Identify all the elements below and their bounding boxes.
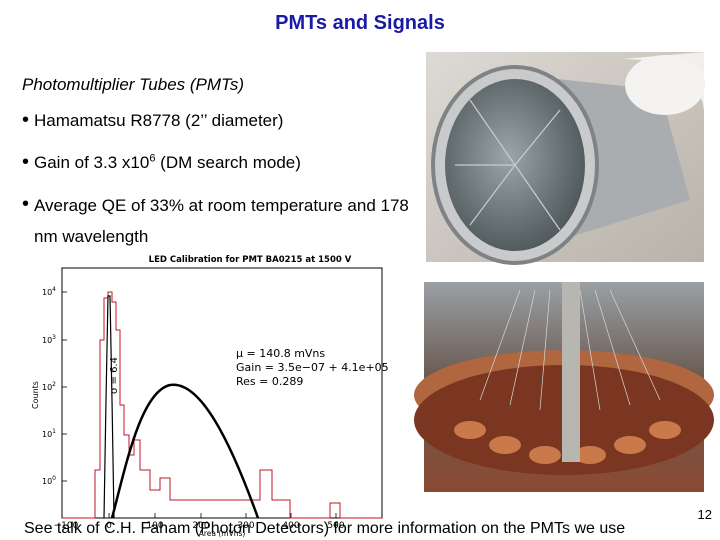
x-tick-label: 100	[146, 521, 163, 531]
pmt-array-photo	[414, 282, 714, 492]
bullet: Hamamatsu R8778 (2’’ diameter)	[22, 105, 412, 136]
annotation: Gain = 3.5e−07 + 4.1e+05	[236, 361, 389, 374]
tick-base: 10	[42, 288, 52, 297]
tick-exponent: 2	[52, 381, 56, 388]
plot-title: LED Calibration for PMT BA0215 at 1500 V	[149, 255, 352, 265]
tick-marks	[62, 291, 337, 518]
y-tick-label: 100	[42, 475, 56, 486]
tick-exponent: 0	[52, 475, 56, 482]
bullet: Average QE of 33% at room temperature an…	[22, 189, 412, 252]
tick-exponent: 4	[52, 286, 56, 293]
tick-exponent: 1	[52, 428, 56, 435]
annotation: Res = 0.289	[236, 375, 303, 388]
x-tick-label: 300	[237, 521, 254, 531]
tick-base: 10	[42, 336, 52, 345]
y-tick-label: 101	[42, 428, 56, 439]
bullet-list: Hamamatsu R8778 (2’’ diameter) Gain of 3…	[22, 105, 412, 264]
pmt-photo	[426, 52, 705, 265]
sigma-label: σ = 6.4	[109, 357, 120, 394]
x-tick-label: 400	[282, 521, 299, 531]
y-tick-label: 102	[42, 381, 56, 392]
y-axis-label: Counts	[31, 381, 40, 409]
x-axis-label: Area (mVns)	[199, 529, 246, 538]
gaussian-fit	[110, 383, 260, 519]
footer: See talk of C.H. Faham (Photon Detectors…	[24, 520, 626, 537]
x-tick-label: 500	[327, 521, 344, 531]
plot-frame	[61, 267, 383, 519]
annotation: μ = 140.8 mVns	[236, 347, 325, 360]
x-tick-label: −100	[54, 521, 79, 531]
slide-title: PMTs and Signals	[275, 12, 445, 34]
bullet-text: (DM search mode)	[155, 153, 301, 172]
bullet-text: Average QE of 33% at room temperature an…	[34, 196, 409, 246]
x-tick-label: 0	[106, 521, 112, 531]
tick-base: 10	[42, 430, 52, 439]
tick-base: 10	[42, 383, 52, 392]
subtitle: Photomultiplier Tubes (PMTs)	[22, 75, 245, 94]
bullet-text: Gain of 3.3 x10	[34, 153, 150, 172]
histogram	[62, 291, 382, 519]
y-tick-label: 104	[42, 286, 56, 297]
bullet-text: Hamamatsu R8778 (2’’ diameter)	[34, 111, 284, 130]
tick-base: 10	[42, 477, 52, 486]
calibration-plot: LED Calibration for PMT BA0215 at 1500 V…	[31, 255, 389, 538]
bullet: Gain of 3.3 x106 (DM search mode)	[22, 147, 412, 178]
x-tick-label: 200	[192, 521, 209, 531]
superscript: 6	[149, 152, 156, 165]
y-tick-label: 103	[42, 334, 56, 345]
page-number: 12	[697, 507, 712, 522]
tick-exponent: 3	[52, 334, 56, 341]
pedestal-fit	[103, 295, 115, 519]
